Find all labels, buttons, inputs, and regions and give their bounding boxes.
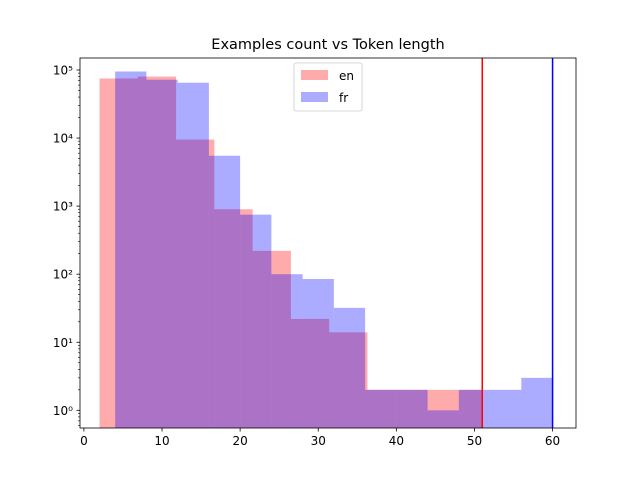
- x-tick-label: 40: [389, 434, 404, 448]
- bar-fr-8: [365, 389, 397, 428]
- bar-fr-4: [240, 214, 272, 428]
- legend-label-fr: fr: [339, 91, 348, 105]
- bar-fr-7: [333, 307, 366, 428]
- y-tick-label: 10⁰: [53, 404, 73, 418]
- legend-box: [293, 62, 363, 112]
- bar-en-5: [290, 318, 330, 428]
- x-tick-label: 20: [232, 434, 247, 448]
- axes-frame: [79, 57, 577, 429]
- legend-swatch-fr: [301, 92, 328, 102]
- x-tick-label: 0: [80, 434, 88, 448]
- bar-en-1: [137, 76, 177, 428]
- bar-fr-3: [208, 155, 241, 428]
- y-tick-label: 10⁵: [53, 63, 73, 77]
- bar-en-0: [99, 78, 138, 429]
- bar-en-8: [405, 389, 444, 428]
- x-tick-label: 10: [154, 434, 169, 448]
- bar-fr-11: [458, 389, 491, 428]
- bar-fr-13: [521, 377, 553, 428]
- y-axis-ticks: 10⁰ 10¹ 10² 10³ 10⁴ 10⁵: [53, 63, 80, 426]
- bar-en-4: [252, 250, 291, 428]
- bar-fr-9: [396, 389, 428, 428]
- x-tick-label: 30: [311, 434, 326, 448]
- y-tick-label: 10¹: [53, 336, 73, 350]
- y-tick-label: 10²: [53, 268, 73, 282]
- bar-fr-10: [427, 410, 459, 428]
- y-tick-label: 10⁴: [53, 132, 73, 146]
- bar-en-6: [329, 332, 368, 428]
- legend-swatch-en: [301, 70, 328, 80]
- legend-label-en: en: [339, 69, 354, 83]
- x-axis-ticks: 0 10 20 30 40 50 60: [80, 428, 560, 448]
- threshold-lines: [481, 58, 554, 428]
- chart-title: Examples count vs Token length: [211, 37, 444, 53]
- bar-fr-0: [115, 71, 147, 429]
- bar-fr-2: [177, 82, 209, 428]
- legend: en fr: [293, 62, 363, 112]
- bar-fr-5: [271, 274, 303, 428]
- bar-en-2: [176, 139, 215, 428]
- x-tick-label: 50: [467, 434, 482, 448]
- x-tick-label: 60: [545, 434, 560, 448]
- bar-en-7: [367, 389, 406, 428]
- bar-en-9: [443, 389, 483, 428]
- bar-fr-6: [302, 278, 334, 428]
- y-tick-label: 10³: [53, 200, 73, 214]
- bar-fr-12: [490, 389, 522, 428]
- bars-layer: [99, 71, 553, 429]
- bar-fr-1: [146, 79, 178, 428]
- bar-en-3: [214, 209, 253, 428]
